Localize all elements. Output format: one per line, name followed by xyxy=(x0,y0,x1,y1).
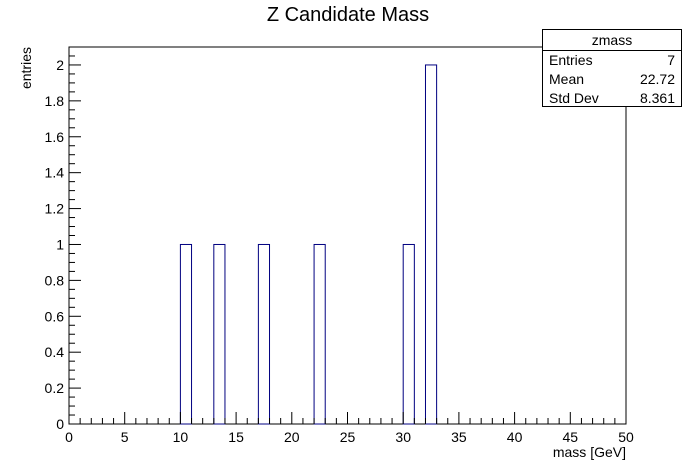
y-tick-label: 0.6 xyxy=(45,308,65,324)
y-tick-label: 0 xyxy=(56,416,64,432)
histogram-bin xyxy=(313,243,326,425)
histogram-bin xyxy=(424,64,438,425)
y-tick-label: 0.4 xyxy=(45,344,65,360)
stats-row-stddev: Std Dev 8.361 xyxy=(543,89,681,108)
y-tick-label: 2 xyxy=(56,57,64,73)
chart-title: Z Candidate Mass xyxy=(266,4,430,26)
stats-box: zmass Entries 7 Mean 22.72 Std Dev 8.361 xyxy=(542,29,682,107)
x-tick-label: 10 xyxy=(173,429,189,445)
stats-stddev-value: 8.361 xyxy=(639,90,675,106)
x-tick-label: 25 xyxy=(340,429,356,445)
x-tick-label: 15 xyxy=(228,429,244,445)
y-tick-label: 1.4 xyxy=(45,165,65,181)
y-tick-label: 1.8 xyxy=(45,93,65,109)
stats-entries-label: Entries xyxy=(549,52,593,68)
stats-mean-value: 22.72 xyxy=(639,71,675,87)
stats-row-mean: Mean 22.72 xyxy=(543,70,681,89)
stats-mean-label: Mean xyxy=(549,71,585,87)
y-tick-label: 1.2 xyxy=(45,201,65,217)
x-tick-label: 45 xyxy=(563,429,579,445)
y-tick-label: 0.2 xyxy=(45,380,65,396)
x-tick-label: 35 xyxy=(451,429,467,445)
histogram-bin xyxy=(213,243,226,425)
x-tick-label: 50 xyxy=(618,429,634,445)
x-tick-label: 30 xyxy=(395,429,411,445)
x-tick-label: 20 xyxy=(284,429,300,445)
y-tick-label: 1 xyxy=(56,236,64,252)
stats-histogram-name: zmass xyxy=(543,30,681,51)
stats-entries-value: 7 xyxy=(667,52,675,68)
x-axis-label: mass [GeV] xyxy=(553,444,626,460)
stats-stddev-label: Std Dev xyxy=(549,90,599,106)
x-tick-label: 5 xyxy=(121,429,129,445)
y-tick-label: 0.8 xyxy=(45,272,65,288)
stats-row-entries: Entries 7 xyxy=(543,51,681,70)
y-axis-label: entries xyxy=(18,47,34,89)
x-tick-label: 0 xyxy=(65,429,73,445)
histogram-bin xyxy=(402,243,415,425)
histogram-bin xyxy=(179,243,193,425)
y-tick-label: 1.6 xyxy=(45,129,65,145)
x-tick-label: 40 xyxy=(507,429,523,445)
histogram-bin xyxy=(257,243,271,425)
